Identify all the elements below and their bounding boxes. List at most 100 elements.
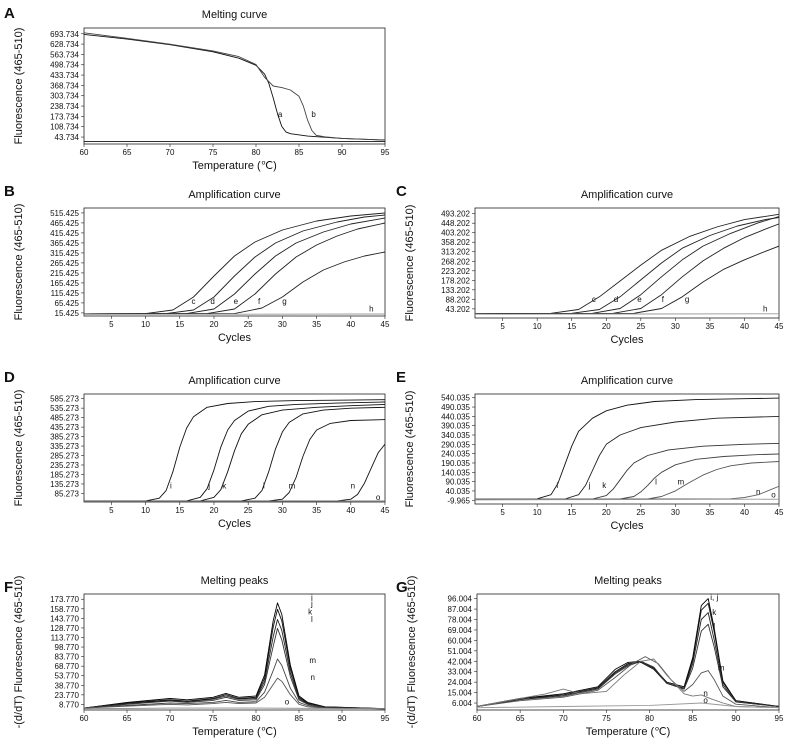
x-tick-label: 10 (533, 322, 542, 331)
x-axis-label: Temperature (℃) (192, 160, 277, 172)
curve-label: l (713, 622, 715, 631)
plot-frame (83, 393, 386, 503)
y-tick-label: 158.770 (50, 605, 79, 614)
series-line-n (84, 443, 385, 502)
plot-frame (476, 593, 780, 711)
y-tick-label: 340.035 (441, 431, 470, 440)
y-tick-label: 448.202 (441, 219, 470, 228)
curve-label: j (310, 600, 313, 609)
y-axis-label: -(d/dT) Fluorescence (465-510) (13, 576, 25, 729)
series-line-a (84, 33, 385, 141)
y-tick-label: 173.770 (50, 595, 79, 604)
curve-label: b (311, 110, 316, 119)
series-line-i (475, 397, 779, 500)
series-line-l (477, 623, 779, 707)
y-tick-label: 490.035 (441, 403, 470, 412)
y-tick-label: 385.273 (50, 433, 79, 442)
series-line-l (84, 627, 385, 710)
x-tick-label: 40 (740, 508, 749, 517)
y-tick-label: -9.965 (447, 496, 470, 505)
y-tick-label: 143.770 (50, 614, 79, 623)
curve-label: o (285, 697, 290, 706)
x-tick-label: 20 (602, 508, 611, 517)
y-tick-label: 83.770 (55, 653, 80, 662)
x-tick-label: 45 (775, 322, 784, 331)
curve-label: d (210, 297, 214, 306)
series-line-d (475, 217, 779, 315)
x-tick-label: 65 (516, 714, 525, 723)
panel-c: C Amplification curve 5 10 15 20 25 30 35 40 45 493… (396, 183, 784, 346)
y-tick-label: 15.004 (448, 689, 473, 698)
x-tick-label: 35 (312, 506, 321, 515)
y-tick-label: 38.770 (55, 681, 80, 690)
curve-label: a (278, 110, 283, 119)
curve-label: o (376, 493, 381, 502)
series-line-m (84, 658, 385, 710)
x-tick-label: 90 (338, 714, 347, 723)
y-tick-label: 290.035 (441, 440, 470, 449)
x-tick-label: 15 (175, 506, 184, 515)
x-tick-label: 90 (338, 148, 347, 157)
curve-label: h (763, 305, 767, 314)
x-tick-label: 60 (473, 714, 482, 723)
plot-frame (474, 393, 780, 505)
y-tick-label: 87.004 (448, 605, 473, 614)
curve-label: i (170, 482, 172, 491)
curve-label: n (703, 689, 707, 698)
y-tick-label: 90.035 (446, 478, 471, 487)
y-tick-label: 268.202 (441, 257, 470, 266)
x-tick-label: 70 (166, 148, 175, 157)
series-line-n (475, 485, 779, 500)
x-tick-label: 30 (671, 508, 680, 517)
x-tick-label: 10 (141, 320, 150, 329)
series-line-f (475, 223, 779, 315)
y-tick-label: 440.035 (441, 412, 470, 421)
y-tick-label: 128.770 (50, 624, 79, 633)
series-line-b (84, 32, 385, 141)
y-tick-label: 403.202 (441, 229, 470, 238)
y-tick-label: 140.035 (441, 468, 470, 477)
curve-label: d (614, 295, 618, 304)
curve-label: k (602, 481, 607, 490)
curve-label: g (685, 295, 689, 304)
chart-title: Amplification curve (581, 375, 673, 387)
plot-frame (83, 27, 386, 145)
y-tick-label: 133.202 (441, 286, 470, 295)
y-tick-label: 238.734 (50, 102, 79, 111)
x-tick-label: 5 (109, 320, 114, 329)
y-tick-label: 313.202 (441, 248, 470, 257)
x-tick-label: 5 (500, 322, 505, 331)
panel-letter: D (4, 369, 15, 386)
curve-label: i (556, 481, 558, 490)
x-tick-label: 70 (166, 714, 175, 723)
curve-label: e (637, 295, 642, 304)
x-tick-label: 80 (252, 714, 261, 723)
y-tick-label: 433.734 (50, 71, 79, 80)
curve-label: h (369, 305, 373, 314)
x-axis-label: Cycles (610, 520, 644, 532)
y-tick-label: 65.425 (55, 299, 80, 308)
y-tick-label: 185.273 (50, 470, 79, 479)
series-line-o (477, 702, 779, 709)
y-tick-label: 115.425 (51, 289, 80, 298)
y-tick-label: 365.425 (50, 239, 79, 248)
y-tick-label: 33.004 (448, 668, 473, 677)
series-line-k (477, 612, 779, 707)
x-tick-label: 65 (123, 148, 132, 157)
series-line-f (84, 222, 385, 315)
chart-title: Melting peaks (201, 575, 269, 587)
curve-label: i (311, 593, 313, 602)
curve-label: n (311, 673, 315, 682)
y-axis-label: Fluorescence (465-510) (13, 390, 25, 507)
x-tick-label: 60 (80, 714, 89, 723)
panel-g: G Melting peaks 60 65 70 75 80 85 90 95 96.00487.0… (396, 575, 784, 738)
plot-frame (474, 207, 780, 319)
y-tick-label: 515.425 (50, 209, 79, 218)
x-tick-label: 95 (381, 148, 390, 157)
x-tick-label: 40 (740, 322, 749, 331)
x-tick-label: 95 (381, 714, 390, 723)
y-tick-label: 15.425 (55, 309, 80, 318)
curve-label: n (351, 482, 355, 491)
x-tick-label: 20 (210, 506, 219, 515)
